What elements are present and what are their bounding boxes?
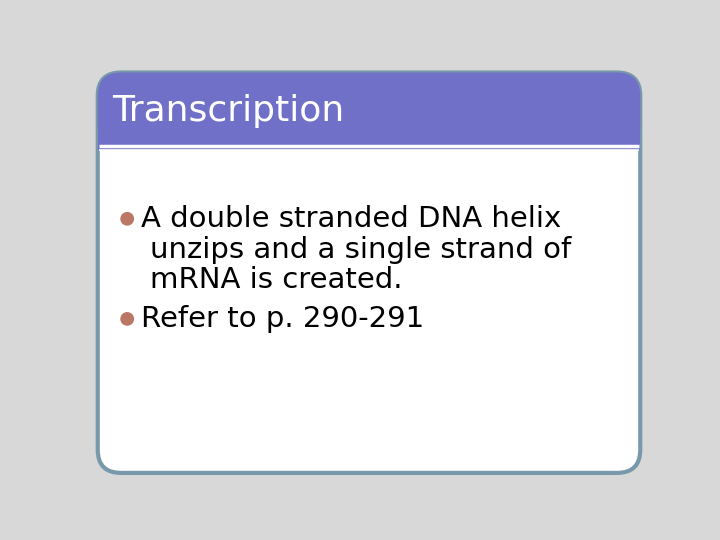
Circle shape bbox=[121, 313, 133, 325]
Text: mRNA is created.: mRNA is created. bbox=[150, 266, 403, 294]
Text: A double stranded DNA helix: A double stranded DNA helix bbox=[141, 205, 562, 233]
Text: Transcription: Transcription bbox=[112, 94, 344, 128]
Text: Refer to p. 290-291: Refer to p. 290-291 bbox=[141, 305, 424, 333]
Bar bbox=[98, 126, 640, 150]
Text: unzips and a single strand of: unzips and a single strand of bbox=[150, 235, 572, 264]
FancyBboxPatch shape bbox=[98, 72, 640, 150]
FancyBboxPatch shape bbox=[98, 72, 640, 473]
Circle shape bbox=[121, 213, 133, 225]
